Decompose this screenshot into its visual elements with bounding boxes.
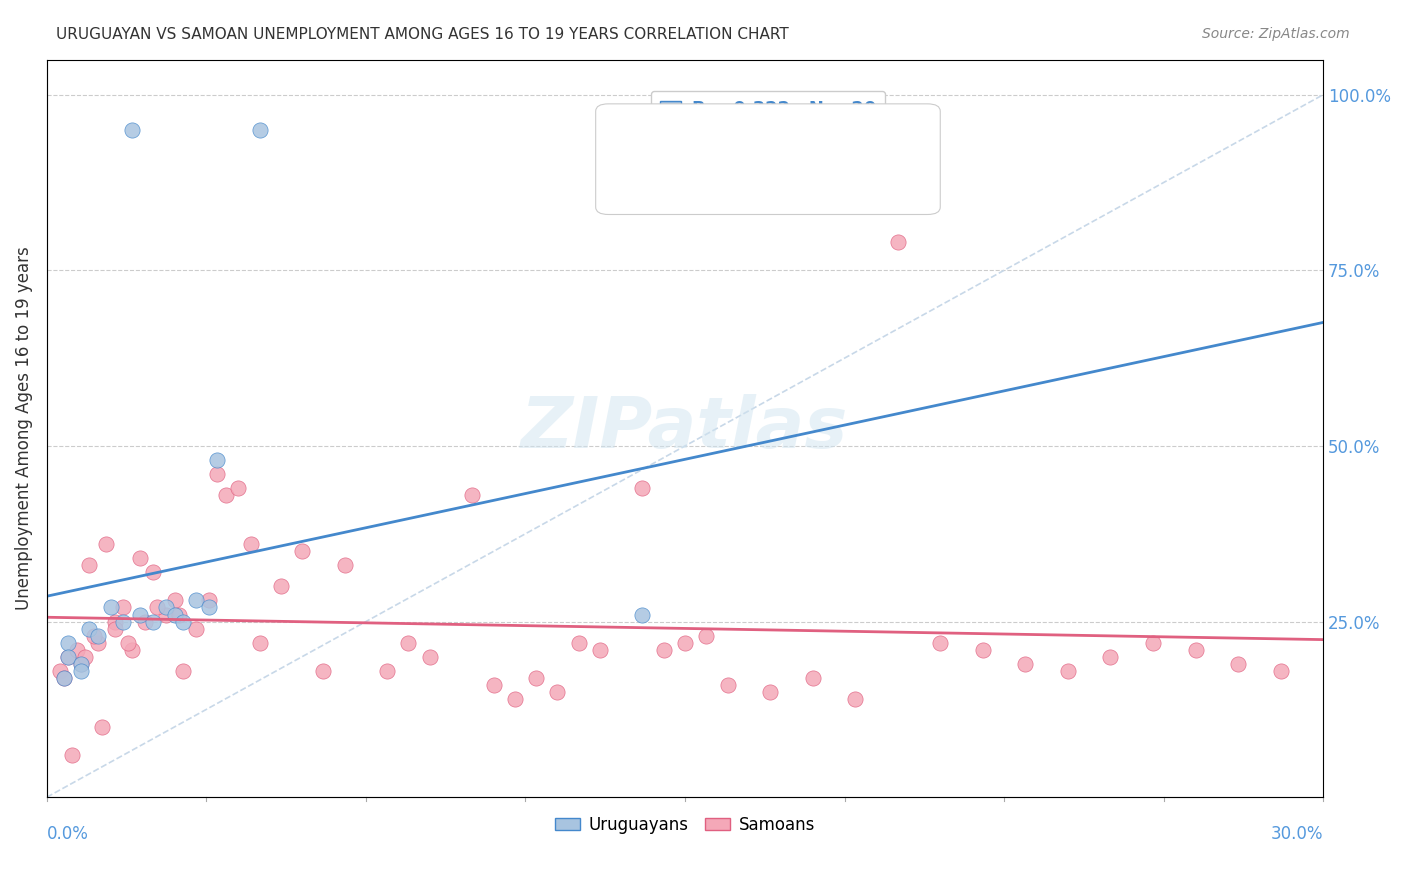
Point [240, 537, 263, 551]
FancyBboxPatch shape [596, 103, 941, 214]
Point [1014, 657, 1036, 671]
Point [163, 607, 186, 622]
Point [117, 635, 139, 649]
Point [801, 671, 824, 685]
Point [172, 615, 194, 629]
Point [184, 593, 207, 607]
Point [79, 558, 101, 573]
Point [673, 635, 696, 649]
Point [844, 691, 866, 706]
Point [79, 622, 101, 636]
Point [249, 635, 271, 649]
Point [214, 488, 236, 502]
Point [142, 566, 165, 580]
Point [121, 123, 143, 137]
Point [1270, 664, 1292, 678]
Y-axis label: Unemployment Among Ages 16 to 19 years: Unemployment Among Ages 16 to 19 years [15, 246, 32, 610]
Point [121, 642, 143, 657]
Point [70, 657, 93, 671]
Point [87, 635, 110, 649]
Point [546, 685, 568, 699]
Point [112, 615, 135, 629]
Point [716, 678, 738, 692]
Point [291, 544, 314, 558]
Point [83, 629, 105, 643]
Point [75, 649, 97, 664]
Point [1184, 642, 1206, 657]
Point [56, 649, 79, 664]
Point [56, 635, 79, 649]
Point [312, 664, 335, 678]
Point [70, 657, 93, 671]
Point [70, 664, 93, 678]
Point [155, 600, 177, 615]
Point [886, 235, 908, 250]
Point [524, 671, 547, 685]
Point [129, 607, 152, 622]
Point [112, 600, 135, 615]
Point [249, 123, 271, 137]
Point [929, 635, 952, 649]
Point [228, 481, 250, 495]
Point [66, 642, 89, 657]
Point [104, 622, 127, 636]
Point [167, 607, 190, 622]
Point [333, 558, 356, 573]
Text: Source: ZipAtlas.com: Source: ZipAtlas.com [1202, 27, 1350, 41]
Point [52, 671, 75, 685]
Point [482, 678, 505, 692]
Point [52, 671, 75, 685]
Point [48, 664, 70, 678]
Point [205, 453, 228, 467]
Point [972, 642, 994, 657]
Point [652, 642, 675, 657]
Point [1227, 657, 1250, 671]
Point [197, 600, 219, 615]
Point [104, 615, 127, 629]
Point [503, 691, 526, 706]
Point [142, 615, 165, 629]
Point [568, 635, 591, 649]
Point [419, 649, 441, 664]
Point [91, 720, 114, 734]
Text: 0.0%: 0.0% [46, 825, 89, 843]
Point [56, 649, 79, 664]
Text: ZIPatlas: ZIPatlas [522, 394, 849, 463]
Point [155, 607, 177, 622]
Point [1057, 664, 1080, 678]
Point [184, 622, 207, 636]
Point [197, 593, 219, 607]
Point [461, 488, 484, 502]
Legend: Uruguayans, Samoans: Uruguayans, Samoans [548, 809, 821, 840]
Text: 30.0%: 30.0% [1271, 825, 1323, 843]
Point [163, 593, 186, 607]
Text: URUGUAYAN VS SAMOAN UNEMPLOYMENT AMONG AGES 16 TO 19 YEARS CORRELATION CHART: URUGUAYAN VS SAMOAN UNEMPLOYMENT AMONG A… [56, 27, 789, 42]
Point [87, 629, 110, 643]
Point [631, 607, 654, 622]
Point [631, 481, 654, 495]
Point [270, 579, 292, 593]
Point [62, 747, 84, 762]
Point [1099, 649, 1122, 664]
Point [205, 467, 228, 481]
Point [129, 551, 152, 566]
Point [398, 635, 420, 649]
Point [589, 642, 612, 657]
Point [100, 600, 122, 615]
Point [1142, 635, 1164, 649]
Point [759, 685, 782, 699]
Point [172, 664, 194, 678]
Point [375, 664, 398, 678]
Point [134, 615, 156, 629]
Point [96, 537, 118, 551]
Point [695, 629, 717, 643]
Point [146, 600, 169, 615]
